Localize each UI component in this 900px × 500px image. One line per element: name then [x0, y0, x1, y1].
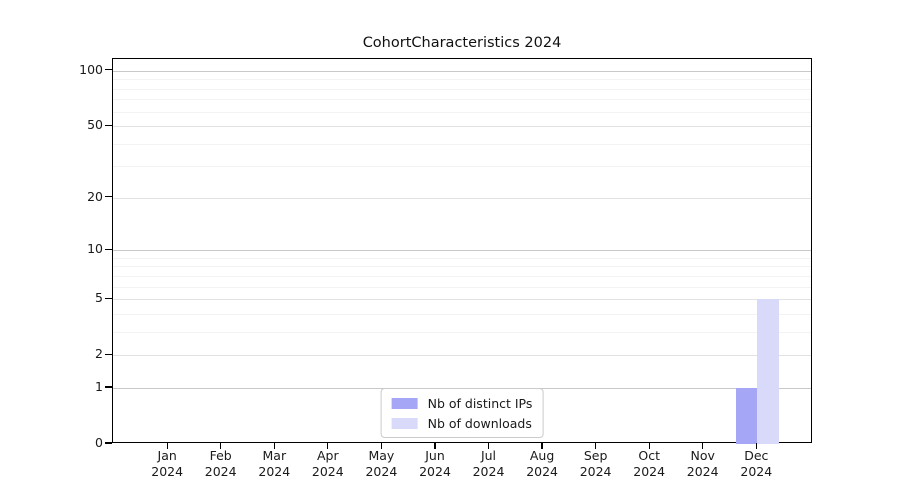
- bar-dec-nb-of-downloads: [757, 299, 779, 444]
- x-tick-year: 2024: [472, 463, 505, 479]
- x-tick-year: 2024: [151, 463, 184, 479]
- plot-area: [112, 58, 812, 444]
- gridline-minor: [113, 99, 811, 101]
- x-tick-month: Jul: [480, 448, 497, 463]
- x-tick-year: 2024: [686, 463, 719, 479]
- gridline-major: [113, 250, 811, 252]
- y-tick-label: 10: [87, 241, 103, 257]
- x-tick-mark: [541, 443, 543, 449]
- gridline-minor: [113, 286, 811, 288]
- y-tick-label: 100: [79, 61, 103, 77]
- x-tick-year: 2024: [204, 463, 237, 479]
- gridline-major: [113, 197, 811, 199]
- x-tick-mark: [166, 443, 168, 449]
- x-tick-mark: [648, 443, 650, 449]
- bar-dec-nb-of-distinct-ips: [735, 388, 758, 444]
- y-tick-mark: [105, 442, 112, 444]
- y-tick-label: 20: [87, 188, 103, 204]
- gridline-major: [113, 299, 811, 301]
- x-tick-label-may: May 2024: [349, 448, 413, 479]
- y-tick-label: 0: [95, 435, 103, 450]
- x-tick-month: Apr: [316, 448, 339, 463]
- x-tick-month: Oct: [638, 448, 660, 463]
- x-tick-label-dec: Dec 2024: [724, 448, 788, 479]
- y-tick-mark: [105, 69, 112, 71]
- x-tick-year: 2024: [740, 463, 773, 479]
- y-tick-mark: [105, 386, 112, 388]
- y-tick-label: 5: [95, 290, 103, 306]
- x-tick-year: 2024: [258, 463, 291, 479]
- x-tick-mark: [595, 443, 597, 449]
- x-tick-year: 2024: [579, 463, 612, 479]
- gridline-minor: [113, 313, 811, 315]
- legend-item-nb-of-distinct-ips: Nb of distinct IPs: [391, 395, 533, 411]
- y-tick-label: 50: [87, 117, 103, 133]
- gridline-minor: [113, 166, 811, 168]
- x-tick-label-nov: Nov 2024: [671, 448, 735, 479]
- x-tick-mark: [755, 443, 757, 449]
- x-tick-label-apr: Apr 2024: [296, 448, 360, 479]
- legend-label: Nb of downloads: [427, 415, 532, 431]
- x-tick-mark: [380, 443, 382, 449]
- x-tick-label-feb: Feb 2024: [189, 448, 253, 479]
- gridline-minor: [113, 111, 811, 113]
- x-tick-month: May: [368, 448, 395, 463]
- x-tick-label-aug: Aug 2024: [510, 448, 574, 479]
- gridline-minor: [113, 143, 811, 145]
- gridline-minor: [113, 79, 811, 81]
- x-tick-year: 2024: [365, 463, 398, 479]
- x-tick-year: 2024: [633, 463, 666, 479]
- x-tick-year: 2024: [419, 463, 451, 479]
- x-tick-label-jan: Jan 2024: [135, 448, 199, 479]
- gridline-minor: [113, 331, 811, 333]
- x-tick-month: Sep: [583, 448, 608, 463]
- x-tick-mark: [434, 443, 436, 449]
- x-tick-month: Jan: [157, 448, 177, 463]
- x-tick-mark: [220, 443, 222, 449]
- x-tick-month: Feb: [209, 448, 232, 463]
- y-tick-label: 2: [95, 346, 103, 362]
- gridline-minor: [113, 275, 811, 277]
- x-tick-label-oct: Oct 2024: [617, 448, 681, 479]
- y-tick-mark: [105, 297, 112, 299]
- x-tick-label-mar: Mar 2024: [242, 448, 306, 479]
- x-tick-year: 2024: [526, 463, 558, 479]
- legend-item-nb-of-downloads: Nb of downloads: [391, 415, 533, 431]
- x-tick-month: Jun: [425, 448, 445, 463]
- legend: Nb of distinct IPs Nb of downloads: [380, 388, 544, 438]
- x-tick-mark: [327, 443, 329, 449]
- chart-title: CohortCharacteristics 2024: [362, 35, 562, 51]
- y-tick-mark: [105, 353, 112, 355]
- gridline-minor: [113, 266, 811, 268]
- x-tick-month: Mar: [262, 448, 287, 463]
- y-tick-label: 1: [95, 379, 103, 394]
- y-tick-mark: [105, 124, 112, 126]
- x-tick-month: Nov: [690, 448, 715, 463]
- y-tick-mark: [105, 248, 112, 250]
- x-tick-mark: [487, 443, 490, 449]
- x-tick-label-jun: Jun 2024: [403, 448, 467, 479]
- gridline-major: [113, 70, 811, 72]
- y-tick-mark: [105, 196, 112, 198]
- x-tick-year: 2024: [311, 463, 344, 479]
- x-tick-month: Aug: [529, 448, 555, 463]
- x-tick-mark: [273, 443, 275, 449]
- legend-swatch: [391, 397, 418, 409]
- x-tick-month: Dec: [744, 448, 769, 463]
- gridline-minor: [113, 88, 811, 90]
- gridline-minor: [113, 257, 811, 259]
- x-tick-label-sep: Sep 2024: [564, 448, 628, 479]
- gridline-major: [113, 355, 811, 357]
- x-tick-label-jul: Jul 2024: [457, 448, 521, 479]
- x-tick-mark: [702, 443, 704, 449]
- gridline-major: [113, 126, 811, 128]
- legend-swatch: [391, 417, 418, 429]
- legend-label: Nb of distinct IPs: [427, 395, 533, 411]
